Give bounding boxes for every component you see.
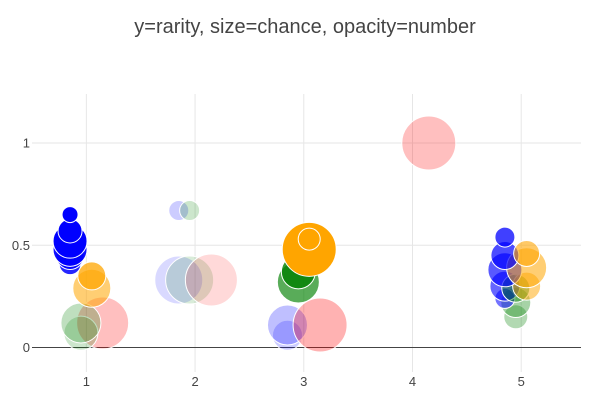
y-tick-label: 1 [23, 136, 30, 151]
scatter-point-green[interactable] [165, 255, 215, 305]
chart-title: y=rarity, size=chance, opacity=number [134, 16, 476, 38]
scatter-point-orange[interactable] [513, 239, 541, 267]
scatter-point-green[interactable] [503, 304, 529, 330]
scatter-point-red[interactable] [184, 253, 238, 307]
scatter-point-red[interactable] [292, 297, 348, 353]
x-tick-label: 5 [518, 374, 525, 389]
x-tick-label: 3 [300, 374, 307, 389]
scatter-point-blue[interactable] [154, 255, 204, 305]
scatter-point-green[interactable] [179, 200, 201, 222]
scatter-point-orange[interactable] [297, 227, 321, 251]
scatter-point-orange[interactable] [77, 261, 107, 291]
y-tick-label: 0.5 [12, 238, 30, 253]
scatter-point-blue[interactable] [61, 206, 79, 224]
scatter-point-blue[interactable] [271, 319, 303, 351]
scatter-point-blue[interactable] [494, 226, 516, 248]
y-tick-label: 0 [23, 340, 30, 355]
marker-layer [52, 115, 548, 353]
x-tick-label: 1 [83, 374, 90, 389]
x-tick-label: 4 [409, 374, 416, 389]
tick-label-layer: 1 2 3 4 5 0 0.5 1 [12, 136, 525, 389]
scatter-point-blue[interactable] [266, 304, 308, 346]
scatter-point-red[interactable] [401, 115, 457, 171]
scatter-point-green[interactable] [60, 302, 102, 344]
scatter-point-blue[interactable] [168, 200, 190, 222]
x-tick-label: 2 [191, 374, 198, 389]
